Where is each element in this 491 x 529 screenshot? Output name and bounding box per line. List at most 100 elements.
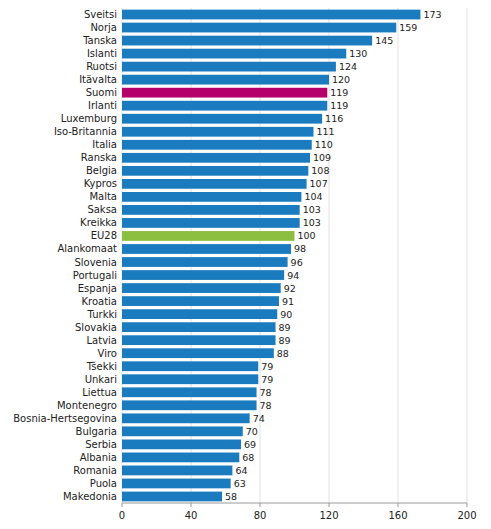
bar	[122, 153, 310, 163]
category-label: Slovenia	[74, 257, 117, 268]
data-label: 89	[279, 322, 291, 333]
category-label: Portugali	[73, 270, 117, 281]
bar	[122, 114, 322, 124]
tick-mark	[122, 503, 123, 507]
chart: 5863646869707478787979888989909192949698…	[0, 0, 491, 529]
data-label: 68	[242, 452, 254, 463]
tick-label: 40	[185, 510, 198, 521]
data-label: 69	[244, 439, 256, 450]
data-label: 145	[375, 35, 393, 46]
grid	[122, 8, 467, 503]
bar	[122, 439, 241, 449]
category-label: Luxemburg	[61, 113, 117, 124]
data-label: 109	[313, 152, 331, 163]
data-label: 74	[253, 413, 265, 424]
category-label: Kypros	[84, 178, 117, 189]
data-label: 159	[399, 22, 417, 33]
bar	[122, 75, 329, 85]
category-label: Belgia	[86, 165, 117, 176]
x-axis: 04080120160200	[119, 503, 477, 521]
category-label: Saksa	[87, 204, 117, 215]
data-label: 79	[261, 361, 273, 372]
data-label: 124	[339, 61, 357, 72]
data-label: 120	[332, 74, 350, 85]
category-label: Norja	[90, 22, 117, 33]
bar	[122, 322, 276, 332]
data-label: 103	[303, 204, 321, 215]
data-label: 70	[246, 426, 258, 437]
bar	[122, 479, 231, 489]
data-label: 78	[260, 387, 272, 398]
category-label: Viro	[98, 348, 117, 359]
category-label: Serbia	[85, 439, 117, 450]
data-label: 100	[298, 230, 316, 241]
bar	[122, 387, 257, 397]
category-label: Iso-Britannia	[54, 126, 117, 137]
tick-label: 200	[457, 510, 476, 521]
grid-line	[467, 8, 468, 503]
category-label: Malta	[89, 191, 117, 202]
bar	[122, 283, 281, 293]
bar	[122, 348, 274, 358]
data-label: 79	[261, 374, 273, 385]
data-label: 110	[315, 139, 333, 150]
data-label: 88	[277, 348, 289, 359]
category-label: Tanska	[82, 35, 117, 46]
bar	[122, 270, 284, 280]
data-label: 90	[280, 309, 292, 320]
bar	[122, 10, 420, 20]
bar	[122, 166, 308, 176]
bar	[122, 400, 257, 410]
bar	[122, 335, 276, 345]
category-label: Itävalta	[79, 74, 117, 85]
tick-label: 80	[254, 510, 267, 521]
bar	[122, 101, 327, 111]
data-label: 103	[303, 217, 321, 228]
tick-label: 120	[319, 510, 338, 521]
category-label: Bulgaria	[76, 426, 117, 437]
category-label: Ranska	[81, 152, 117, 163]
data-label: 63	[234, 478, 246, 489]
bar	[122, 374, 258, 384]
tick-mark	[191, 503, 192, 507]
data-label: 58	[225, 491, 237, 502]
bar	[122, 23, 396, 33]
bar	[122, 309, 277, 319]
category-label: Slovakia	[75, 322, 117, 333]
data-label: 104	[304, 191, 322, 202]
category-label: Montenegro	[57, 400, 117, 411]
data-label: 89	[279, 335, 291, 346]
category-label: Tšekki	[86, 361, 117, 372]
data-label: 130	[349, 48, 367, 59]
bar	[122, 492, 222, 502]
category-label: Kreikka	[80, 217, 117, 228]
data-label: 92	[284, 283, 296, 294]
data-label: 116	[325, 113, 343, 124]
category-label: Irlanti	[88, 100, 117, 111]
bar	[122, 36, 372, 46]
bar	[122, 426, 243, 436]
category-label: Sveitsi	[84, 9, 117, 20]
category-label: Makedonia	[63, 491, 117, 502]
data-label: 94	[287, 270, 299, 281]
data-label: 173	[423, 9, 441, 20]
data-label: 78	[260, 400, 272, 411]
category-label: Ruotsi	[86, 61, 117, 72]
bar	[122, 179, 307, 189]
bar	[122, 257, 288, 267]
tick-mark	[398, 503, 399, 507]
bar	[122, 205, 300, 215]
y-axis: MakedoniaPuolaRomaniaAlbaniaSerbiaBulgar…	[13, 9, 117, 502]
bar	[122, 453, 239, 463]
data-label: 91	[282, 296, 294, 307]
bar	[122, 140, 312, 150]
tick-mark	[260, 503, 261, 507]
category-label: Italia	[92, 139, 117, 150]
data-label: 119	[330, 100, 348, 111]
category-label: Bosnia-Hertsegovina	[13, 413, 117, 424]
data-label: 108	[311, 165, 329, 176]
bar	[122, 361, 258, 371]
category-label: Liettua	[82, 387, 117, 398]
bar	[122, 192, 301, 202]
category-label: Puola	[90, 478, 117, 489]
